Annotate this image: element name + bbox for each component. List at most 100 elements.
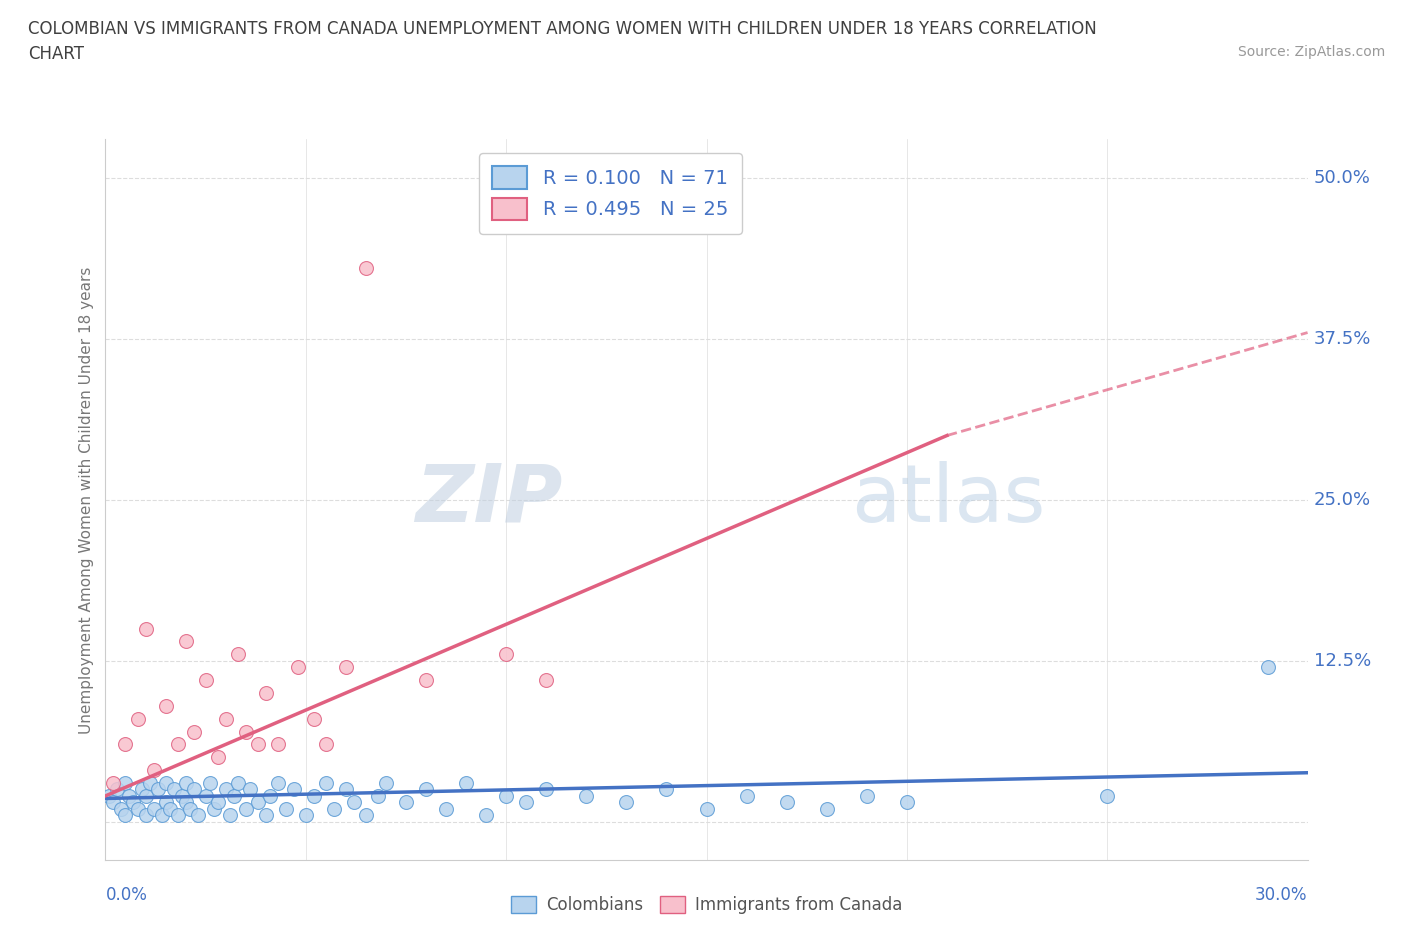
Point	[515, 795, 537, 810]
Point	[114, 808, 136, 823]
Text: ZIP: ZIP	[415, 461, 562, 538]
Point	[142, 802, 165, 817]
Point	[283, 782, 305, 797]
Text: 12.5%: 12.5%	[1313, 652, 1371, 670]
Point	[142, 763, 165, 777]
Y-axis label: Unemployment Among Women with Children Under 18 years: Unemployment Among Women with Children U…	[79, 266, 94, 734]
Point	[267, 737, 290, 751]
Point	[855, 789, 877, 804]
Point	[335, 782, 357, 797]
Point	[239, 782, 262, 797]
Point	[254, 685, 277, 700]
Point	[127, 802, 149, 817]
Point	[135, 808, 157, 823]
Point	[146, 782, 169, 797]
Point	[267, 776, 290, 790]
Point	[655, 782, 678, 797]
Point	[295, 808, 318, 823]
Point	[127, 711, 149, 726]
Point	[454, 776, 477, 790]
Point	[114, 776, 136, 790]
Point	[343, 795, 366, 810]
Point	[246, 737, 269, 751]
Point	[187, 808, 209, 823]
Point	[155, 698, 177, 713]
Point	[155, 795, 177, 810]
Point	[1097, 789, 1119, 804]
Point	[226, 776, 249, 790]
Point	[138, 776, 160, 790]
Point	[367, 789, 389, 804]
Point	[415, 782, 437, 797]
Point	[495, 647, 517, 662]
Point	[214, 782, 236, 797]
Point	[166, 808, 188, 823]
Point	[162, 782, 184, 797]
Point	[354, 260, 377, 275]
Point	[274, 802, 297, 817]
Point	[235, 724, 257, 739]
Point	[246, 795, 269, 810]
Point	[475, 808, 498, 823]
Text: 30.0%: 30.0%	[1256, 886, 1308, 904]
Point	[815, 802, 838, 817]
Point	[198, 776, 221, 790]
Point	[287, 659, 309, 674]
Point	[235, 802, 257, 817]
Point	[315, 737, 337, 751]
Point	[776, 795, 799, 810]
Point	[166, 737, 188, 751]
Point	[103, 795, 125, 810]
Point	[896, 795, 918, 810]
Point	[159, 802, 181, 817]
Point	[135, 621, 157, 636]
Point	[218, 808, 240, 823]
Point	[495, 789, 517, 804]
Point	[254, 808, 277, 823]
Point	[302, 711, 325, 726]
Point	[155, 776, 177, 790]
Point	[315, 776, 337, 790]
Point	[214, 711, 236, 726]
Point	[575, 789, 598, 804]
Point	[302, 789, 325, 804]
Point	[118, 789, 141, 804]
Text: 25.0%: 25.0%	[1313, 491, 1371, 509]
Text: 0.0%: 0.0%	[105, 886, 148, 904]
Point	[202, 802, 225, 817]
Point	[194, 789, 217, 804]
Point	[183, 782, 205, 797]
Point	[174, 795, 197, 810]
Point	[135, 789, 157, 804]
Text: 50.0%: 50.0%	[1313, 169, 1371, 187]
Point	[374, 776, 398, 790]
Point	[174, 634, 197, 649]
Legend: Colombians, Immigrants from Canada: Colombians, Immigrants from Canada	[505, 889, 908, 921]
Point	[207, 750, 229, 764]
Point	[170, 789, 193, 804]
Text: Source: ZipAtlas.com: Source: ZipAtlas.com	[1237, 45, 1385, 59]
Point	[616, 795, 638, 810]
Point	[122, 795, 145, 810]
Point	[222, 789, 245, 804]
Point	[110, 802, 132, 817]
Point	[534, 672, 557, 687]
Point	[107, 782, 129, 797]
Point	[174, 776, 197, 790]
Point	[1257, 659, 1279, 674]
Point	[207, 795, 229, 810]
Point	[98, 789, 121, 804]
Point	[114, 737, 136, 751]
Point	[322, 802, 344, 817]
Point	[534, 782, 557, 797]
Point	[395, 795, 418, 810]
Text: COLOMBIAN VS IMMIGRANTS FROM CANADA UNEMPLOYMENT AMONG WOMEN WITH CHILDREN UNDER: COLOMBIAN VS IMMIGRANTS FROM CANADA UNEM…	[28, 20, 1097, 38]
Point	[226, 647, 249, 662]
Point	[183, 724, 205, 739]
Point	[259, 789, 281, 804]
Point	[434, 802, 457, 817]
Point	[415, 672, 437, 687]
Point	[179, 802, 201, 817]
Point	[103, 776, 125, 790]
Text: atlas: atlas	[851, 461, 1045, 538]
